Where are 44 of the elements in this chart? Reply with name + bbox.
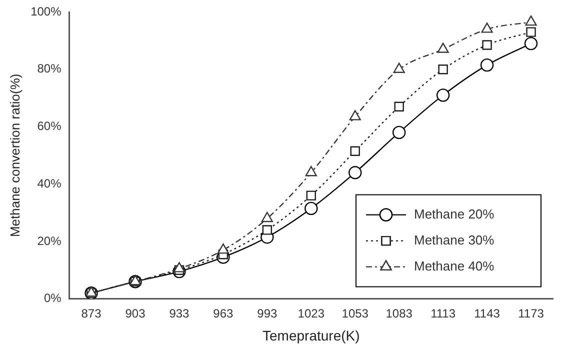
- y-tick-label: 40%: [37, 176, 62, 190]
- x-tick-label: 993: [257, 306, 278, 320]
- y-axis-title: Methane convertion ratio(%): [7, 74, 22, 238]
- point: [304, 202, 318, 216]
- x-tick-label: 903: [125, 306, 146, 320]
- legend-label: Methane 30%: [414, 232, 495, 248]
- point: [262, 225, 272, 235]
- point: [436, 88, 450, 102]
- point: [173, 262, 186, 272]
- legend-label: Methane 20%: [414, 206, 495, 222]
- x-tick-label: 1173: [518, 306, 544, 320]
- y-tick-label: 100%: [30, 4, 62, 18]
- point: [437, 42, 449, 53]
- x-tick-label: 1023: [298, 306, 325, 320]
- point: [217, 243, 229, 254]
- x-tick-label: 1053: [342, 306, 369, 320]
- point: [393, 62, 405, 73]
- y-tick-label: 80%: [37, 62, 62, 76]
- x-tick-label: 963: [213, 306, 234, 320]
- x-tick-label: 1083: [386, 306, 413, 320]
- legend-label: Methane 40%: [414, 258, 495, 274]
- point: [480, 58, 494, 72]
- x-axis-title: Temeprature(K): [262, 327, 360, 344]
- point: [306, 190, 316, 200]
- point: [305, 166, 317, 176]
- y-tick-label: 0%: [44, 291, 62, 306]
- x-tick-label: 1143: [474, 306, 500, 320]
- point: [526, 27, 536, 37]
- point: [481, 22, 493, 33]
- x-tick-label: 1113: [430, 306, 456, 320]
- point: [349, 110, 361, 120]
- y-tick-label: 20%: [37, 234, 62, 248]
- point: [392, 126, 406, 140]
- point: [350, 146, 360, 156]
- y-tick-label: 60%: [37, 119, 62, 134]
- point: [261, 212, 273, 222]
- point: [394, 102, 404, 112]
- x-tick-label: 933: [169, 306, 190, 320]
- x-tick-label: 873: [81, 306, 102, 320]
- point: [438, 64, 448, 74]
- point: [524, 36, 538, 50]
- point: [482, 40, 492, 50]
- point: [525, 15, 537, 26]
- point: [348, 166, 362, 180]
